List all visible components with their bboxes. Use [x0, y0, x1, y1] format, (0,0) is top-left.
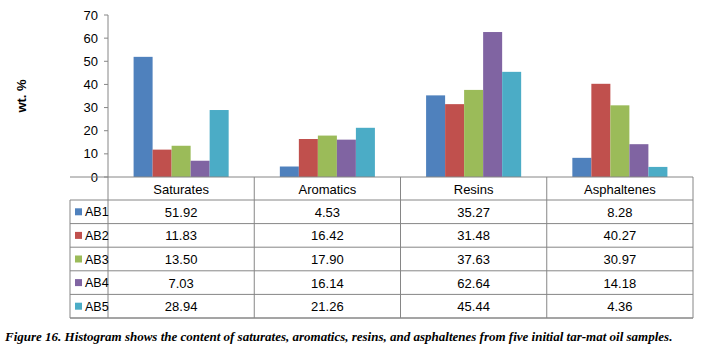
- table-value: 13.50: [165, 252, 198, 267]
- table-value: 8.28: [607, 205, 632, 220]
- bar: [483, 32, 502, 177]
- bar: [648, 167, 667, 177]
- y-tick-label: 50: [84, 54, 98, 69]
- table-value: 45.44: [457, 299, 490, 314]
- bar: [318, 136, 337, 177]
- legend-key: [75, 232, 82, 239]
- y-tick: [104, 130, 108, 131]
- bar: [356, 128, 375, 177]
- bar: [572, 158, 591, 177]
- legend-label: AB3: [85, 253, 109, 267]
- y-tick: [104, 153, 108, 154]
- bar: [629, 144, 648, 177]
- table-border: [70, 200, 71, 318]
- y-tick-label: 10: [84, 146, 98, 161]
- chart-svg: wt. %010203040506070SaturatesAromaticsRe…: [0, 0, 703, 352]
- table-border: [70, 247, 693, 248]
- y-tick: [104, 15, 108, 16]
- bar: [191, 161, 210, 177]
- table-border: [70, 318, 693, 319]
- caption: Figure 16. Histogram shows the content o…: [4, 329, 672, 344]
- table-value: 16.42: [311, 228, 344, 243]
- y-tick: [104, 61, 108, 62]
- bar: [426, 95, 445, 177]
- x-tick-label: Aromatics: [298, 182, 356, 197]
- bar: [134, 57, 153, 177]
- bar: [299, 139, 318, 177]
- x-axis-line: [70, 177, 693, 178]
- bar: [464, 90, 483, 177]
- bar: [172, 146, 191, 177]
- y-tick-label: 60: [84, 31, 98, 46]
- table-value: 37.63: [457, 252, 490, 267]
- bars-group: [134, 32, 668, 177]
- legend-key: [75, 208, 82, 215]
- legend-key: [75, 256, 82, 263]
- legend-label: AB4: [85, 276, 109, 290]
- table-value: 31.48: [457, 228, 490, 243]
- table-value: 51.92: [165, 205, 198, 220]
- legend-key: [75, 279, 82, 286]
- chart-root: wt. %010203040506070SaturatesAromaticsRe…: [0, 0, 703, 352]
- legend-key: [75, 303, 82, 310]
- bar: [280, 167, 299, 177]
- bar: [445, 104, 464, 177]
- legend-label: AB2: [85, 229, 109, 243]
- table-value: 21.26: [311, 299, 344, 314]
- x-tick-label: Resins: [454, 182, 494, 197]
- bar: [337, 140, 356, 177]
- table-value: 17.90: [311, 252, 344, 267]
- table-value: 28.94: [165, 299, 198, 314]
- y-tick: [104, 107, 108, 108]
- legend-label: AB5: [85, 300, 109, 314]
- table-border: [70, 294, 693, 295]
- table-value: 35.27: [457, 205, 490, 220]
- table-value: 16.14: [311, 276, 344, 291]
- y-tick-label: 30: [84, 100, 98, 115]
- y-tick-label: 20: [84, 123, 98, 138]
- legend-label: AB1: [85, 205, 109, 219]
- table-value: 40.27: [604, 228, 637, 243]
- y-axis-label: wt. %: [14, 79, 29, 114]
- table-border: [70, 270, 693, 271]
- table-value: 4.53: [315, 205, 340, 220]
- y-tick: [104, 84, 108, 85]
- bar: [610, 105, 629, 177]
- bar: [210, 110, 229, 177]
- table-value: 7.03: [168, 276, 193, 291]
- y-axis-line: [108, 15, 109, 177]
- table-value: 14.18: [604, 276, 637, 291]
- y-tick-label: 70: [84, 8, 98, 23]
- table-value: 30.97: [604, 252, 637, 267]
- x-tick-label: Saturates: [153, 182, 209, 197]
- bar: [591, 84, 610, 177]
- bar: [502, 72, 521, 177]
- table-value: 4.36: [607, 299, 632, 314]
- table-border: [70, 223, 693, 224]
- bar: [153, 150, 172, 177]
- y-tick-label: 40: [84, 77, 98, 92]
- table-value: 62.64: [457, 276, 490, 291]
- table-value: 11.83: [165, 228, 197, 243]
- table-border: [70, 318, 693, 319]
- y-tick: [104, 38, 108, 39]
- x-tick-label: Asphaltenes: [584, 182, 656, 197]
- table-border: [70, 200, 693, 201]
